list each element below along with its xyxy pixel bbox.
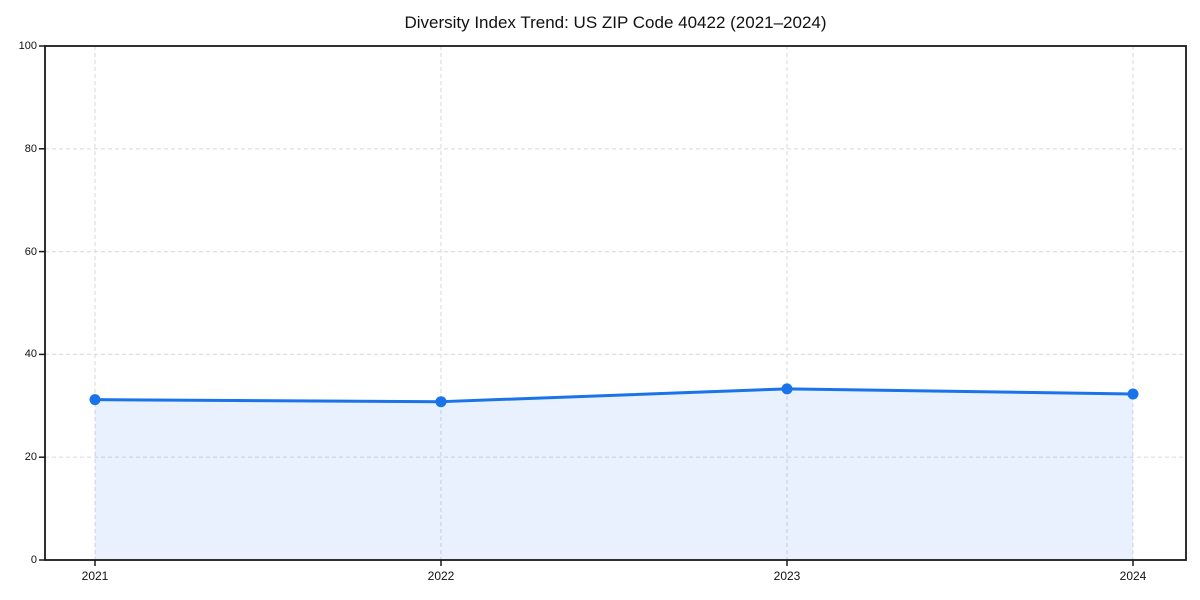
data-point-marker (89, 394, 101, 406)
y-tick-label: 100 (18, 40, 37, 52)
area-fill (95, 388, 1133, 560)
x-tick-label: 2023 (773, 569, 801, 583)
trend-line (93, 387, 1135, 404)
data-point-marker (435, 396, 447, 408)
y-tick-label: 0 (30, 554, 37, 566)
x-tick-label: 2022 (427, 569, 455, 583)
chart-title: Diversity Index Trend: US ZIP Code 40422… (404, 13, 827, 32)
y-tick-label: 60 (24, 245, 37, 258)
x-tick-label: 2024 (1119, 569, 1147, 583)
data-point-marker (781, 383, 793, 395)
y-tick-label: 80 (24, 142, 37, 155)
y-tick-label: 20 (24, 451, 37, 464)
data-point-marker (1127, 388, 1139, 400)
line-area-chart-plot (39, 45, 1187, 566)
x-tick-label: 2021 (81, 569, 109, 583)
plot-spines (44, 45, 1187, 561)
y-tick-label: 40 (24, 348, 37, 361)
